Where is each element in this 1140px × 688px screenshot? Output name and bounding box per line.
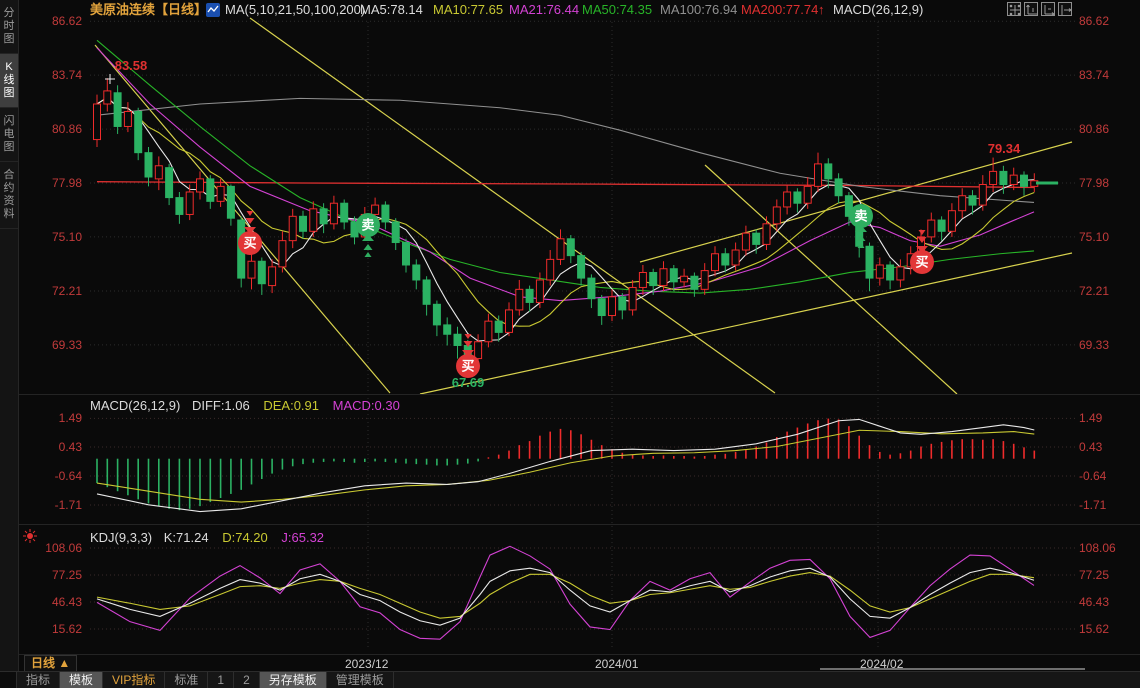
date-axis-label: 2023/12 (345, 657, 389, 671)
price-axis-label: 86.62 (51, 14, 82, 29)
buy-signal-marker: 买 (910, 230, 934, 274)
scroll-position-indicator[interactable] (820, 668, 1085, 670)
price-axis-label: 77.25 (51, 568, 82, 582)
price-axis-label: 69.33 (1079, 337, 1110, 352)
price-axis-label: -0.64 (1079, 469, 1107, 484)
sidebar: 分时图 K线图 闪电图 合约资料 (0, 0, 19, 672)
price-axis-label: 83.74 (51, 68, 82, 83)
alarm-icon[interactable] (22, 528, 38, 544)
toolbar-item-指标[interactable]: 指标 (17, 672, 61, 688)
svg-text:买: 买 (915, 255, 928, 270)
price-axis-label: 0.43 (58, 440, 82, 455)
panel-divider (18, 654, 1140, 655)
ma-value-label: MA21:76.44 (509, 2, 580, 17)
price-axis-label: 86.62 (1079, 14, 1110, 29)
date-axis-label: 2024/02 (860, 657, 904, 671)
sidebar-item-闪电图[interactable]: 闪电图 (0, 108, 18, 162)
kdj-j-value: J:65.32 (281, 530, 325, 545)
buy-signal-marker: 买 (238, 211, 262, 255)
sidebar-item-合约资料[interactable]: 合约资料 (0, 162, 18, 229)
sell-signal-marker: 卖 (849, 204, 873, 248)
panel-divider (18, 524, 1140, 525)
toolbar-item-VIP指标[interactable]: VIP指标 (103, 672, 166, 688)
svg-text:卖: 卖 (361, 218, 374, 233)
price-axis-label: 69.33 (51, 337, 82, 352)
toolbar-item-标准[interactable]: 标准 (165, 672, 209, 688)
ma-value-label: MA100:76.94 (660, 2, 738, 17)
toolbar-item-1[interactable]: 1 (208, 672, 235, 688)
svg-text:买: 买 (243, 236, 256, 251)
x-axis-scale-icon[interactable] (1041, 2, 1055, 16)
price-axis-label: 1.49 (58, 411, 82, 426)
price-axis-label: 72.21 (51, 284, 82, 298)
macd-name: MACD(26,12,9) (90, 398, 181, 413)
ma-value-label: MA10:77.65 (433, 2, 504, 17)
macd-dea-value: DEA:0.91 (263, 398, 320, 413)
price-axis-label: 46.43 (1079, 595, 1110, 609)
price-annotation: 79.34 (988, 141, 1021, 156)
ma-value-label: MA200:77.74 (741, 2, 819, 17)
price-axis-label: 108.06 (1079, 541, 1116, 555)
price-axis-label: 72.21 (1079, 284, 1110, 298)
price-axis-label: -1.71 (54, 498, 82, 513)
price-axis-label: 83.74 (1079, 68, 1110, 83)
price-axis-label: 75.10 (51, 229, 82, 244)
toolbar-item-另存模板[interactable]: 另存模板 (259, 672, 327, 688)
up-arrow-icon: ↑ (818, 2, 825, 17)
macd-panel-header: MACD(26,12,9) DIFF:1.06 DEA:0.91 MACD:0.… (90, 398, 400, 413)
price-axis-label: 108.06 (45, 541, 82, 555)
kdj-name: KDJ(9,3,3) (90, 530, 153, 545)
toolbar-item-2[interactable]: 2 (234, 672, 260, 688)
bottom-toolbar: 指标 模板 VIP指标 标准 1 2 另存模板 管理模板 (0, 671, 1140, 688)
kdj-k-value: K:71.24 (163, 530, 209, 545)
price-axis-label: 75.10 (1079, 229, 1110, 244)
price-annotation: 83.58 (115, 58, 148, 73)
pan-right-icon[interactable] (1058, 2, 1072, 16)
kdj-d-value: D:74.20 (222, 530, 268, 545)
toolbar-item-管理模板[interactable]: 管理模板 (327, 672, 394, 688)
move-crosshair-icon[interactable] (1007, 2, 1021, 16)
ma-group-label: MA(5,10,21,50,100,200) (225, 2, 366, 17)
price-annotation: 67.69 (452, 375, 485, 390)
macd-header-label: MACD(26,12,9) (833, 2, 924, 17)
price-axis-label: 46.43 (51, 595, 82, 609)
price-axis-label: -0.64 (54, 469, 82, 484)
ma-value-label: MA5:78.14 (360, 2, 423, 17)
price-axis-label: 15.62 (51, 622, 82, 636)
svg-text:买: 买 (461, 359, 474, 374)
sidebar-item-K线图[interactable]: K线图 (0, 54, 18, 108)
price-axis-label: 0.43 (1079, 440, 1103, 455)
chart-header: 美原油连续【日线】 MA(5,10,21,50,100,200) ↑ MACD(… (18, 0, 1140, 20)
macd-macd-value: MACD:0.30 (332, 398, 400, 413)
symbol-title: 美原油连续【日线】 (90, 2, 208, 17)
interval-selector-button[interactable]: 日线 ▲ (24, 655, 78, 672)
svg-text:卖: 卖 (854, 209, 867, 224)
price-axis-label: 77.25 (1079, 568, 1110, 582)
price-axis-label: 15.62 (1079, 622, 1110, 636)
window-icons (1007, 2, 1072, 16)
price-axis-label: 77.98 (1079, 176, 1110, 190)
sell-signal-marker: 卖 (356, 213, 380, 257)
kline-chart-icon (206, 3, 220, 17)
ma-value-label: MA50:74.35 (582, 2, 653, 17)
panel-divider (18, 394, 1140, 395)
toolbar-corner-block (0, 672, 17, 688)
price-axis-label: 80.86 (1079, 122, 1110, 137)
toolbar-item-模板[interactable]: 模板 (60, 672, 104, 688)
macd-diff-value: DIFF:1.06 (191, 398, 250, 413)
price-axis-label: 1.49 (1079, 411, 1103, 426)
sidebar-item-分时图[interactable]: 分时图 (0, 0, 18, 54)
price-axis-label: 80.86 (51, 122, 82, 137)
price-axis-label: 77.98 (51, 176, 82, 190)
kdj-panel-header: KDJ(9,3,3) K:71.24 D:74.20 J:65.32 (90, 530, 324, 545)
price-axis-label: -1.71 (1079, 498, 1107, 513)
date-axis-label: 2024/01 (595, 657, 639, 671)
y-axis-scale-icon[interactable] (1024, 2, 1038, 16)
buy-signal-marker: 买 (456, 334, 480, 378)
